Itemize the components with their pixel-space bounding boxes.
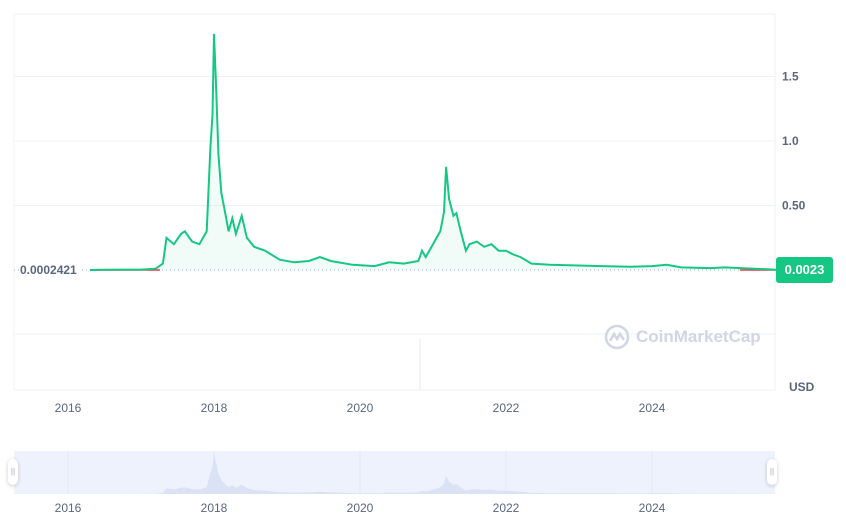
y-tick-label: 1.5	[782, 70, 799, 84]
coinmarketcap-logo-icon	[604, 324, 630, 350]
navigator-x-tick-label: 2022	[493, 501, 520, 515]
y-tick-label: 0.50	[782, 199, 806, 213]
navigator-x-tick-label: 2016	[55, 501, 82, 515]
price-line	[89, 33, 777, 271]
price-area	[89, 33, 777, 271]
x-tick-label: 2018	[201, 401, 228, 415]
navigator-right-handle[interactable]: ||	[767, 459, 777, 485]
x-tick-label: 2016	[55, 401, 82, 415]
x-tick-label: 2020	[347, 401, 374, 415]
navigator-background	[14, 451, 775, 494]
navigator-x-tick-label: 2020	[347, 501, 374, 515]
x-tick-label: 2022	[493, 401, 520, 415]
navigator-x-tick-label: 2018	[201, 501, 228, 515]
navigator-left-handle[interactable]: ||	[8, 459, 18, 485]
y-tick-label: 1.0	[782, 134, 799, 148]
currency-label: USD	[789, 380, 815, 394]
watermark: CoinMarketCap	[604, 324, 761, 350]
watermark-text: CoinMarketCap	[636, 327, 761, 346]
current-price-badge: 0.0023	[776, 257, 833, 283]
x-tick-label: 2024	[639, 401, 666, 415]
plot-frame	[13, 13, 776, 391]
start-price-label: 0.0002421	[20, 263, 80, 277]
navigator-x-tick-label: 2024	[639, 501, 666, 515]
